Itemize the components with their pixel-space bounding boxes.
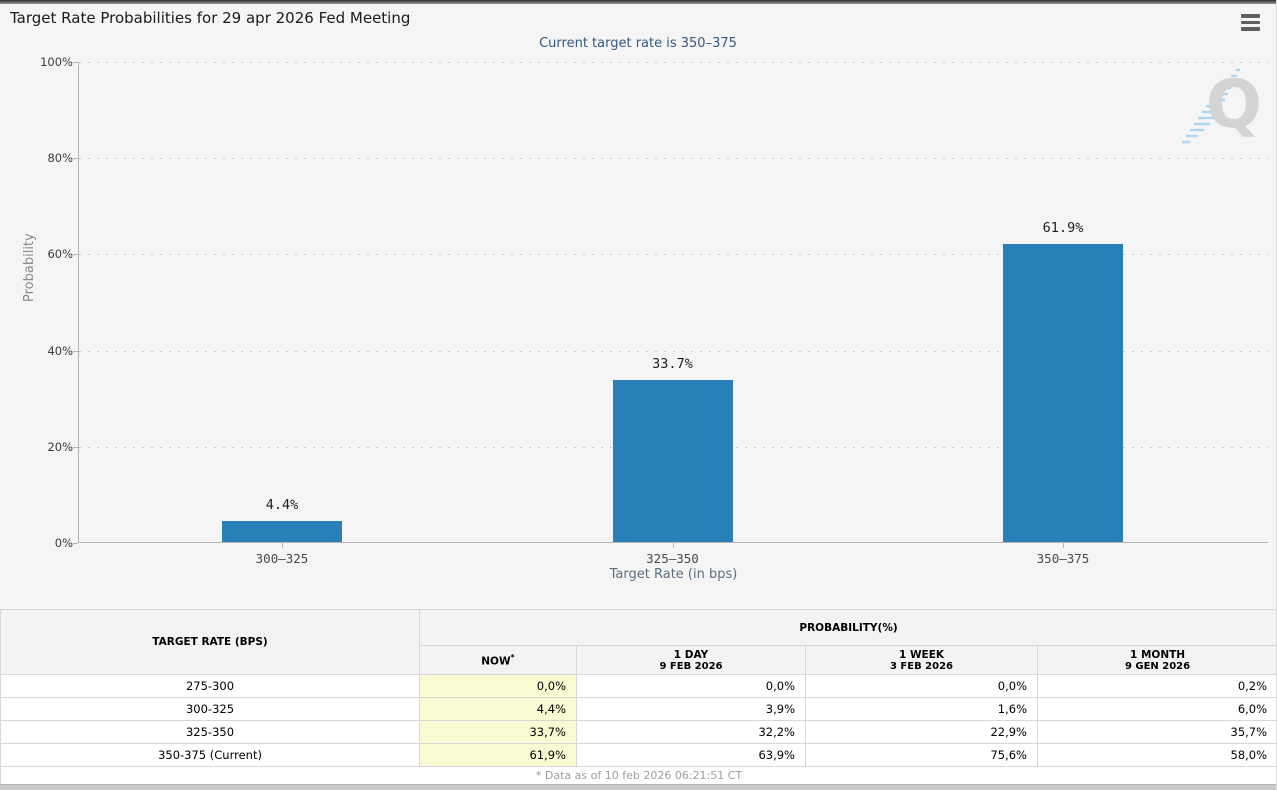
probability-bar-chart: Probability Target Rate (in bps) 0% 20% 40… <box>22 55 1268 582</box>
y-tick-label: 60% <box>47 247 73 262</box>
y-tick <box>73 62 78 63</box>
table-sub-header-row: NOW* 1 DAY 9 FEB 2026 1 WEEK 3 FEB 2026 1 … <box>1 645 1276 675</box>
y-axis-title: Probability <box>22 233 37 302</box>
gridline-100 <box>79 62 1268 63</box>
gridline-60 <box>79 254 1268 256</box>
hamburger-menu-icon[interactable] <box>1241 14 1261 34</box>
y-tick-label: 0% <box>54 536 73 550</box>
y-tick <box>73 254 78 256</box>
x-tick <box>282 543 283 548</box>
col-header-probability: PROBABILITY(%) <box>418 609 1276 646</box>
y-tick <box>73 158 78 160</box>
col-header-1day: 1 DAY 9 FEB 2026 <box>576 645 806 675</box>
y-tick-label: 40% <box>47 343 73 358</box>
bar-value-label: 4.4% <box>265 496 299 513</box>
table-row: 350-375 (Current) 61,9% 63,9% 75,6% 58,0% <box>0 743 1276 767</box>
target: 325-350 <box>0 720 420 744</box>
gridline-80 <box>79 158 1268 160</box>
asterisk: * <box>510 652 515 662</box>
y-tick-label: 100% <box>40 55 73 69</box>
y-tick <box>73 446 78 448</box>
y-tick <box>73 350 78 352</box>
chart-subtitle: Current target rate is 350–375 <box>539 36 737 51</box>
y-tick-label: 80% <box>47 151 73 166</box>
page-title: Target Rate Probabilities for 29 apr 202… <box>10 9 411 27</box>
week-cell: 75,6% <box>805 743 1038 767</box>
table-row: 300-325 4,4% 3,9% 1,6% 6,0% <box>0 697 1276 721</box>
bar-value-label: 33.7% <box>652 355 693 372</box>
now-cell: 0,0% <box>419 674 577 698</box>
now-cell: 33,7% <box>419 720 577 744</box>
table-row: 325-350 33,7% 32,2% 22,9% 35,7% <box>0 720 1276 744</box>
bar-325–350[interactable] <box>612 379 733 542</box>
day-cell: 0,0% <box>576 674 806 698</box>
month-cell: 0,2% <box>1036 674 1276 698</box>
week-cell: 22,9% <box>805 720 1038 744</box>
x-tick-label: 300–325 <box>255 551 309 566</box>
week-cell: 0,0% <box>805 674 1038 698</box>
month-cell: 58,0% <box>1036 743 1276 767</box>
probability-table: TARGET RATE (BPS) PROBABILITY(%) NOW* 1 … <box>0 609 1276 785</box>
month-cell: 6,0% <box>1036 697 1276 721</box>
week-cell: 1,6% <box>805 697 1038 721</box>
x-tick <box>1063 543 1064 548</box>
horizontal-scrollbar[interactable] <box>0 784 1276 790</box>
col-header-now: NOW* <box>419 645 577 675</box>
x-axis-title: Target Rate (in bps) <box>609 567 738 582</box>
panel-top-border <box>0 0 1276 4</box>
col-header-1month: 1 MONTH 9 GEN 2026 <box>1036 645 1276 675</box>
month-cell: 35,7% <box>1036 720 1276 744</box>
x-tick-label: 350–375 <box>1036 551 1090 566</box>
target: 350-375 (Current) <box>0 743 420 767</box>
table-row: 275-300 0,0% 0,0% 0,0% 0,2% <box>0 674 1276 698</box>
now-cell: 61,9% <box>419 743 577 767</box>
bar-300–325[interactable] <box>222 520 342 542</box>
x-tick <box>672 543 674 548</box>
x-tick-label: 325–350 <box>646 551 699 566</box>
table-footer-row: * Data as of 10 feb 2026 06:21:51 CT <box>0 766 1276 785</box>
data-asof-note: * Data as of 10 feb 2026 06:21:51 CT <box>0 766 1276 785</box>
y-tick-label: 20% <box>47 439 73 454</box>
target: 300-325 <box>0 697 420 721</box>
day-cell: 32,2% <box>576 720 806 744</box>
day-cell: 63,9% <box>576 743 806 767</box>
col-header-target-rate: TARGET RATE (BPS) <box>0 609 420 675</box>
target: 275-300 <box>0 674 420 698</box>
bar-350–375[interactable] <box>1003 244 1123 542</box>
bar-value-label: 61.9% <box>1042 220 1084 237</box>
y-tick <box>73 543 78 544</box>
col-header-1week: 1 WEEK 3 FEB 2026 <box>805 645 1038 675</box>
day-cell: 3,9% <box>576 697 806 721</box>
gridline-40 <box>79 350 1268 352</box>
now-cell: 4,4% <box>419 697 577 721</box>
table-group-header-row: TARGET RATE (BPS) PROBABILITY(%) <box>0 609 1276 675</box>
